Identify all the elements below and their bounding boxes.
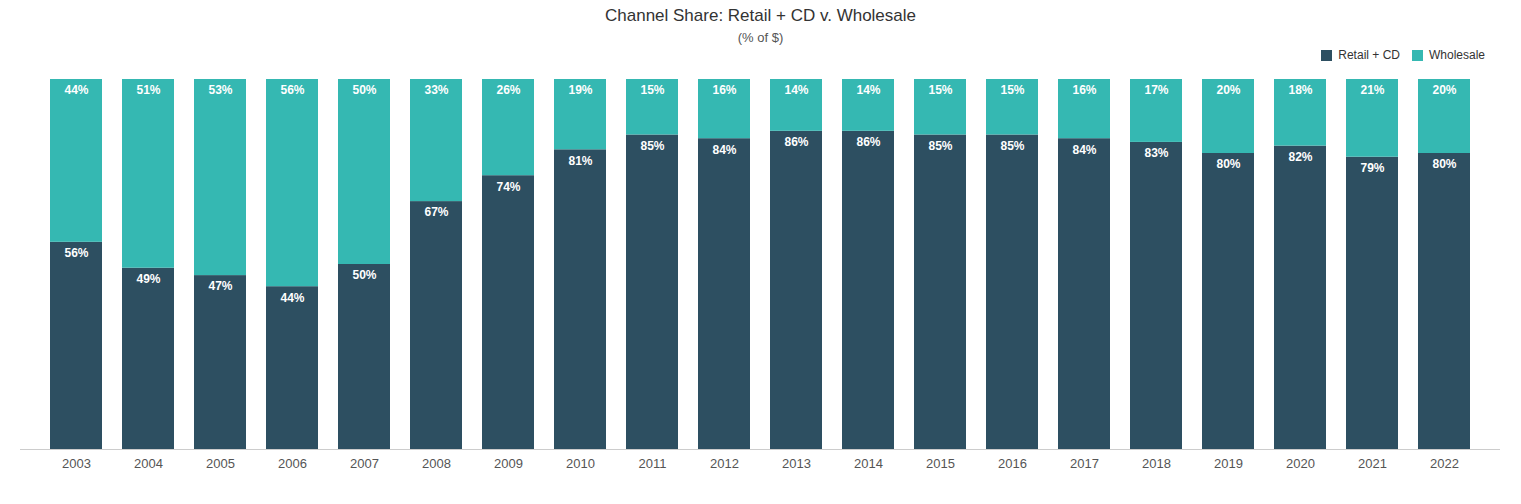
- svg-text:53%: 53%: [208, 83, 232, 97]
- svg-text:26%: 26%: [496, 83, 520, 97]
- svg-text:20%: 20%: [1216, 83, 1240, 97]
- svg-text:16%: 16%: [712, 83, 736, 97]
- svg-text:17%: 17%: [1144, 83, 1168, 97]
- svg-text:18%: 18%: [1288, 83, 1312, 97]
- svg-text:2019: 2019: [1214, 456, 1243, 471]
- svg-text:2022: 2022: [1430, 456, 1459, 471]
- svg-text:80%: 80%: [1216, 157, 1240, 171]
- svg-text:2007: 2007: [350, 456, 379, 471]
- svg-text:33%: 33%: [424, 83, 448, 97]
- svg-text:19%: 19%: [568, 83, 592, 97]
- html-text:(% of $): (% of $): [737, 30, 784, 45]
- svg-text:15%: 15%: [928, 83, 952, 97]
- svg-text:2003: 2003: [62, 456, 91, 471]
- svg-text:82%: 82%: [1288, 150, 1312, 164]
- svg-text:2004: 2004: [134, 456, 163, 471]
- svg-text:67%: 67%: [424, 205, 448, 219]
- svg-text:15%: 15%: [640, 83, 664, 97]
- svg-text:86%: 86%: [856, 135, 880, 149]
- svg-text:2020: 2020: [1286, 456, 1315, 471]
- svg-text:2014: 2014: [854, 456, 883, 471]
- svg-text:2011: 2011: [639, 456, 667, 471]
- svg-text:2015: 2015: [926, 456, 955, 471]
- svg-text:2006: 2006: [278, 456, 307, 471]
- svg-text:84%: 84%: [712, 143, 736, 157]
- svg-text:2010: 2010: [566, 456, 595, 471]
- svg-text:74%: 74%: [496, 180, 520, 194]
- svg-text:2017: 2017: [1070, 456, 1099, 471]
- svg-text:2018: 2018: [1142, 456, 1171, 471]
- svg-text:50%: 50%: [352, 83, 376, 97]
- svg-text:50%: 50%: [352, 268, 376, 282]
- svg-text:2005: 2005: [206, 456, 235, 471]
- svg-text:2012: 2012: [710, 456, 739, 471]
- svg-text:56%: 56%: [64, 246, 88, 260]
- svg-text:86%: 86%: [784, 135, 808, 149]
- svg-text:2013: 2013: [782, 456, 811, 471]
- svg-text:51%: 51%: [136, 83, 160, 97]
- svg-text:15%: 15%: [1000, 83, 1024, 97]
- svg-text:80%: 80%: [1432, 157, 1456, 171]
- svg-text:85%: 85%: [928, 139, 952, 153]
- html-text:Wholesale: Wholesale: [1429, 48, 1485, 62]
- html-text:Retail + CD: Retail + CD: [1338, 48, 1400, 62]
- html-text:Channel Share: Retail + CD v.: Channel Share: Retail + CD v. Wholesale: [605, 6, 916, 25]
- svg-text:83%: 83%: [1144, 146, 1168, 160]
- svg-text:47%: 47%: [208, 279, 232, 293]
- svg-text:2021: 2021: [1358, 456, 1387, 471]
- svg-text:84%: 84%: [1072, 143, 1096, 157]
- svg-text:20%: 20%: [1432, 83, 1456, 97]
- svg-text:85%: 85%: [640, 139, 664, 153]
- svg-text:79%: 79%: [1360, 161, 1384, 175]
- svg-text:21%: 21%: [1360, 83, 1384, 97]
- svg-text:85%: 85%: [1000, 139, 1024, 153]
- svg-text:14%: 14%: [856, 83, 880, 97]
- svg-text:14%: 14%: [784, 83, 808, 97]
- svg-text:2008: 2008: [422, 456, 451, 471]
- svg-text:44%: 44%: [280, 291, 304, 305]
- svg-text:16%: 16%: [1072, 83, 1096, 97]
- svg-text:2009: 2009: [494, 456, 523, 471]
- svg-text:2016: 2016: [998, 456, 1027, 471]
- svg-text:49%: 49%: [136, 272, 160, 286]
- svg-text:56%: 56%: [280, 83, 304, 97]
- svg-text:44%: 44%: [64, 83, 88, 97]
- svg-text:81%: 81%: [568, 154, 592, 168]
